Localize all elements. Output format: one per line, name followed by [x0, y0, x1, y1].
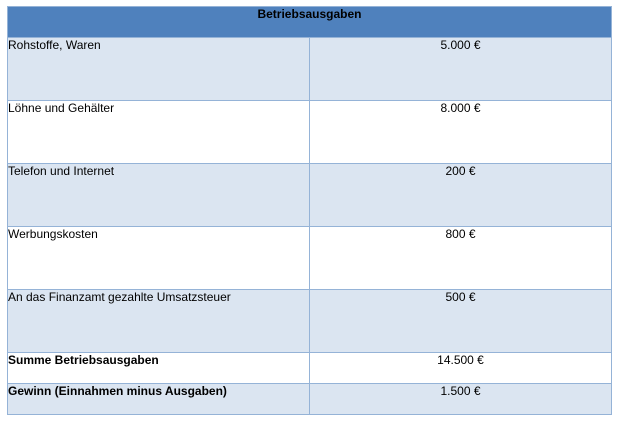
expenses-table: Betriebsausgaben Rohstoffe, Waren 5.000 …: [7, 6, 612, 415]
profit-value: 1.500 €: [309, 383, 612, 415]
row-label: An das Finanzamt gezahlte Umsatzsteuer: [7, 289, 310, 353]
total-label: Summe Betriebsausgaben: [7, 352, 310, 384]
table-row: Löhne und Gehälter 8.000 €: [7, 100, 612, 164]
table-row: Werbungskosten 800 €: [7, 226, 612, 290]
total-value: 14.500 €: [309, 352, 612, 384]
row-label: Telefon und Internet: [7, 163, 310, 227]
total-row: Summe Betriebsausgaben 14.500 €: [7, 352, 612, 384]
profit-label: Gewinn (Einnahmen minus Ausgaben): [7, 383, 310, 415]
table-header-row: Betriebsausgaben: [7, 6, 612, 38]
row-label: Werbungskosten: [7, 226, 310, 290]
table-row: An das Finanzamt gezahlte Umsatzsteuer 5…: [7, 289, 612, 353]
row-value: 5.000 €: [309, 37, 612, 101]
row-value: 8.000 €: [309, 100, 612, 164]
profit-row: Gewinn (Einnahmen minus Ausgaben) 1.500 …: [7, 383, 612, 415]
table-title: Betriebsausgaben: [7, 6, 612, 38]
row-label: Rohstoffe, Waren: [7, 37, 310, 101]
row-label: Löhne und Gehälter: [7, 100, 310, 164]
table-row: Telefon und Internet 200 €: [7, 163, 612, 227]
table-row: Rohstoffe, Waren 5.000 €: [7, 37, 612, 101]
row-value: 800 €: [309, 226, 612, 290]
row-value: 500 €: [309, 289, 612, 353]
row-value: 200 €: [309, 163, 612, 227]
